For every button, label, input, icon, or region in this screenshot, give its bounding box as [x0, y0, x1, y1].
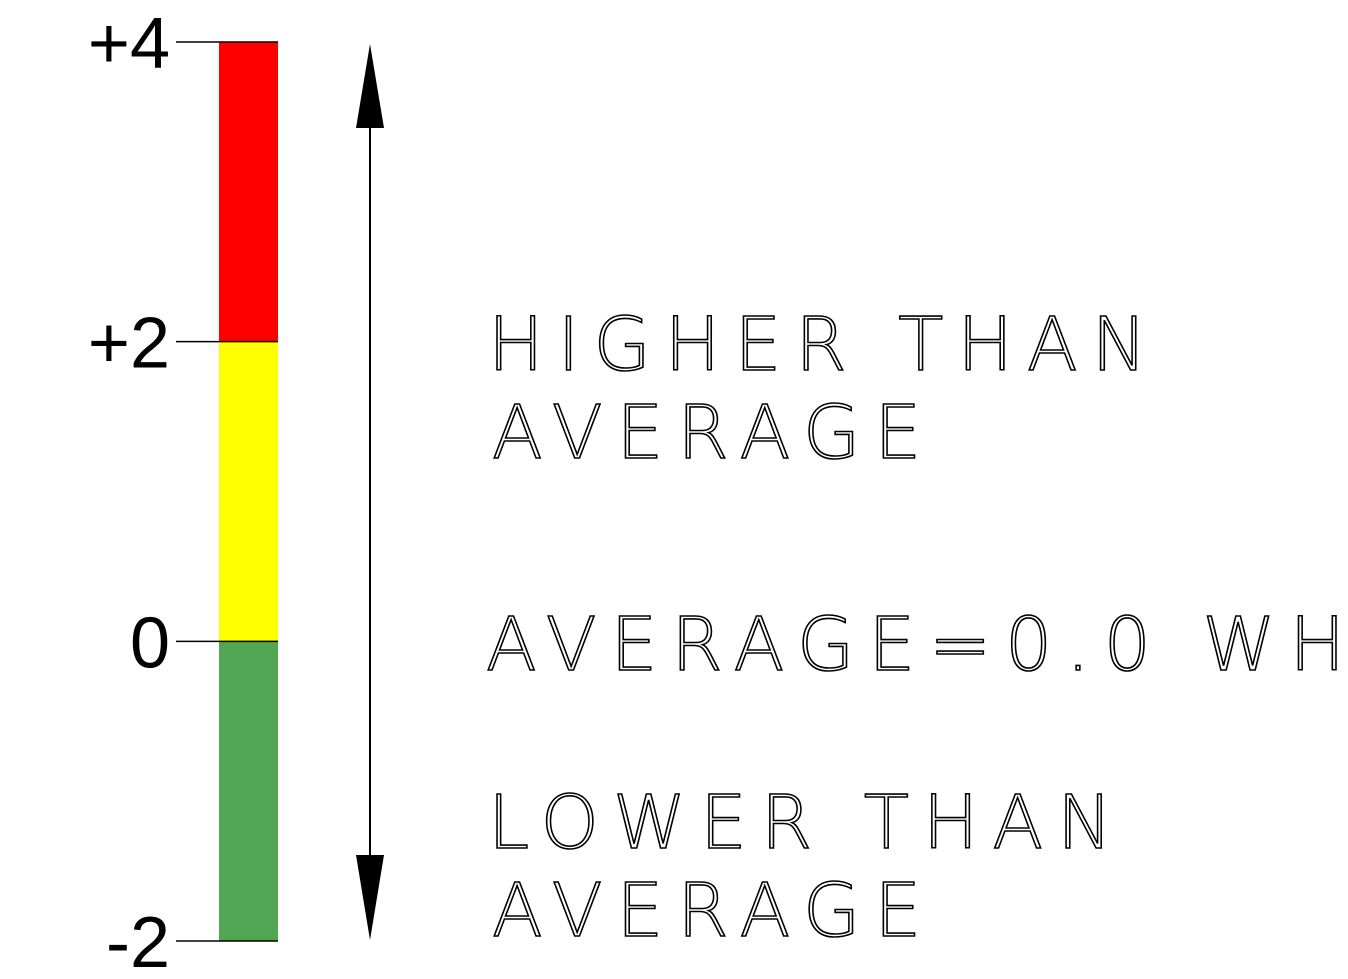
higher-than-label-line1: HIGHER THAN: [488, 302, 1161, 388]
arrow-head-up-icon: [356, 44, 384, 128]
tick-label: +2: [88, 304, 170, 384]
arrow-head-down-icon: [356, 855, 384, 940]
scale-band-1: [219, 341, 278, 642]
tick-label: 0: [130, 603, 170, 683]
average-label: AVERAGE=0.0 WHI: [486, 602, 1348, 688]
tick-label: -2: [106, 903, 170, 979]
tick-label: +4: [88, 4, 170, 84]
higher-than-label-line2: AVERAGE: [492, 390, 935, 476]
scale-ticks: +4 +2 0 -2: [88, 4, 278, 979]
color-scale-bar: [219, 42, 278, 941]
lower-than-label-line2: AVERAGE: [492, 868, 935, 954]
scale-band-2: [219, 641, 278, 941]
double-headed-arrow: [356, 44, 384, 940]
lower-than-label-line1: LOWER THAN: [488, 780, 1127, 866]
scale-band-0: [219, 42, 278, 342]
